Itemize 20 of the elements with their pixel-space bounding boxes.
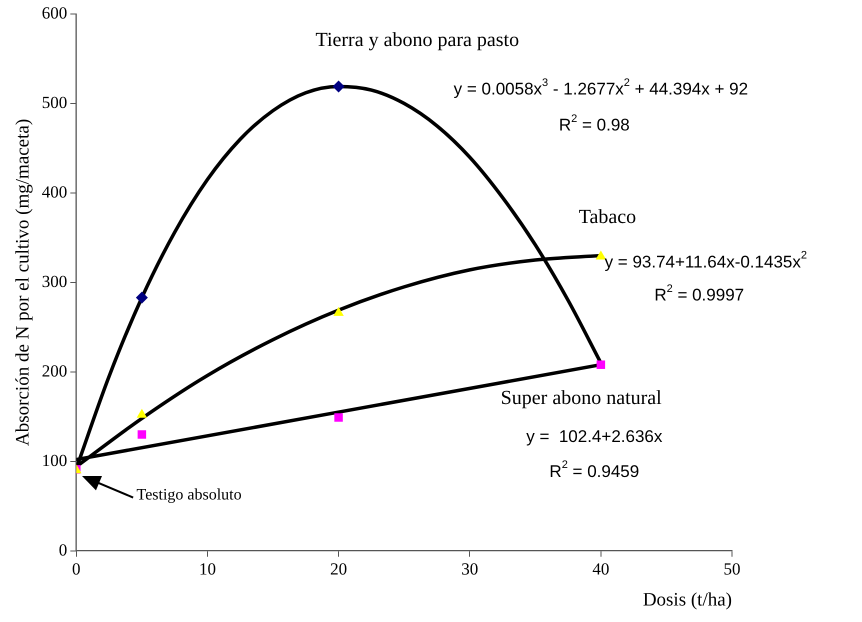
y-tick-label: 500 (42, 92, 68, 112)
series-label: Tabaco (578, 206, 636, 228)
x-axis-title: Dosis (t/ha) (642, 590, 732, 611)
x-tick-label: 50 (724, 559, 740, 578)
x-tick-label: 40 (592, 559, 610, 578)
series-label: Super abono natural (500, 386, 662, 409)
y-tick-label: 0 (58, 540, 68, 560)
x-tick-label: 30 (461, 559, 478, 578)
annotation: y = 102.4+2.636x (526, 426, 663, 446)
y-tick-label: 100 (42, 450, 68, 470)
y-axis-title: Absorción de N por el cultivo (mg/maceta) (12, 118, 34, 446)
series-label: Tierra y abono para pasto (315, 29, 520, 52)
y-tick-label: 400 (42, 182, 68, 202)
y-tick-label: 300 (42, 272, 68, 291)
y-tick-label: 200 (42, 361, 68, 380)
x-tick-label: 10 (198, 559, 216, 578)
x-tick-label: 20 (330, 559, 348, 578)
annotation: Testigo absoluto (136, 486, 242, 504)
x-tick-label: 0 (72, 559, 81, 578)
y-tick-label: 600 (42, 3, 68, 22)
